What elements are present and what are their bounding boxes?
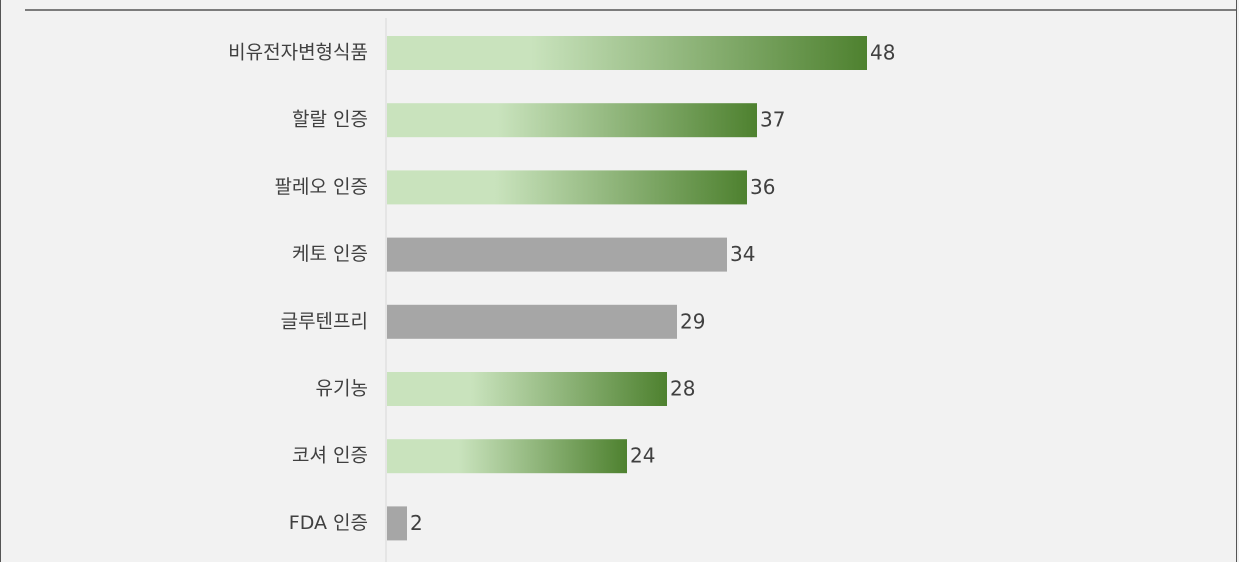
category-label: 케토 인증 [292, 243, 368, 265]
value-label: 29 [680, 309, 705, 333]
category-label: 할랄 인증 [292, 109, 368, 131]
value-label: 34 [730, 242, 755, 266]
value-label: 28 [670, 377, 695, 401]
category-label: FDA 인증 [289, 512, 368, 534]
category-label: 비유전자변형식품 [228, 42, 368, 64]
bar [387, 439, 627, 474]
bar [387, 103, 757, 138]
bar [387, 237, 727, 272]
category-label: 유기농 [316, 378, 368, 400]
bar [387, 372, 667, 406]
value-label: 37 [760, 108, 785, 132]
category-label: 코셔 인증 [292, 445, 368, 467]
bar [387, 170, 747, 205]
bar [387, 36, 867, 70]
bar [387, 304, 677, 339]
value-label: 24 [630, 444, 655, 468]
value-label: 2 [410, 511, 423, 535]
category-label: 글루텐프리 [281, 310, 368, 332]
value-label: 48 [870, 41, 895, 65]
value-label: 36 [750, 175, 775, 199]
category-label: 팔레오 인증 [275, 176, 368, 198]
bar [387, 506, 407, 541]
